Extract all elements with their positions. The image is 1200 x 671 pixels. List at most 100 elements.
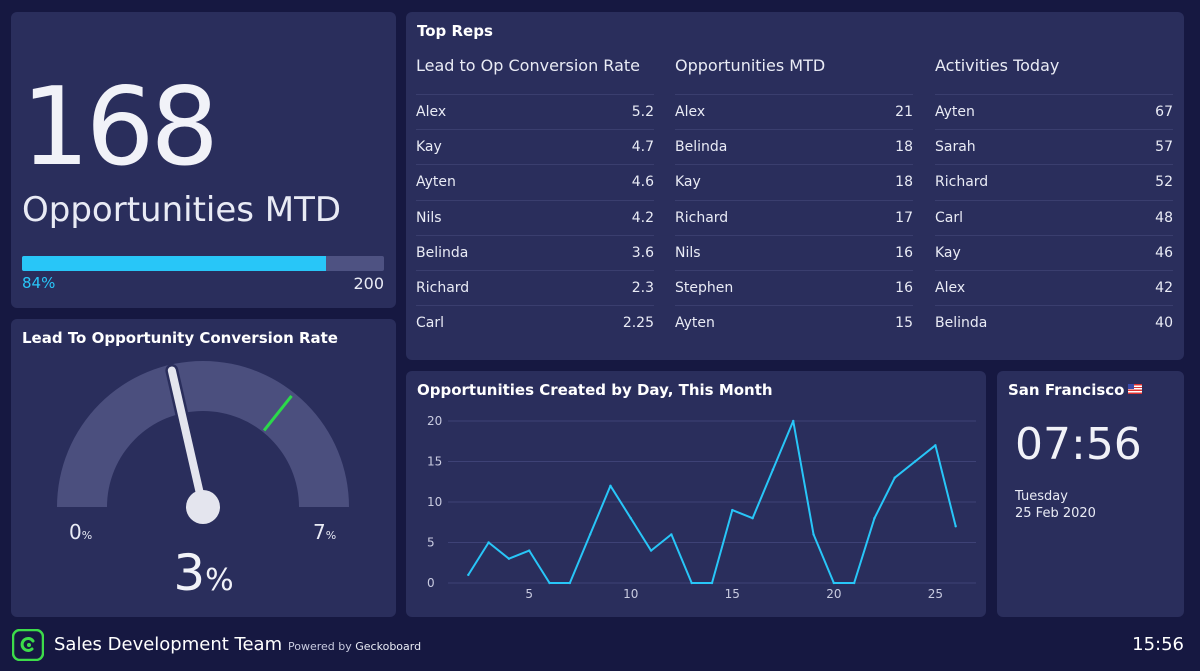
top-reps-column: Lead to Op Conversion Rate Alex 5.2 Kay 4.7 A… bbox=[416, 56, 654, 340]
y-tick-label: 20 bbox=[427, 414, 442, 428]
progress-percent: 84% bbox=[22, 274, 56, 292]
rep-value: 17 bbox=[895, 209, 913, 226]
clock-date: 25 Feb 2020 bbox=[1015, 506, 1096, 521]
list-item: Kay 4.7 bbox=[416, 129, 654, 164]
list-item: Ayten 4.6 bbox=[416, 164, 654, 199]
data-point bbox=[893, 476, 896, 479]
clock-day: Tuesday bbox=[1015, 489, 1068, 504]
list-item: Carl 48 bbox=[935, 199, 1173, 235]
data-point bbox=[812, 533, 815, 536]
gauge-value: 3% bbox=[173, 544, 234, 602]
rep-name: Nils bbox=[416, 209, 442, 226]
opportunities-line-chart-widget: Opportunities Created by Day, This Month… bbox=[406, 371, 986, 617]
rep-name: Belinda bbox=[935, 315, 988, 332]
data-point bbox=[913, 460, 917, 463]
geckoboard-logo-icon bbox=[12, 629, 44, 661]
gauge-arc bbox=[57, 361, 349, 507]
data-point bbox=[934, 444, 937, 447]
data-point bbox=[467, 573, 470, 577]
rep-value: 21 bbox=[895, 104, 913, 121]
rep-value: 4.7 bbox=[631, 139, 654, 156]
list-item: Richard 2.3 bbox=[416, 269, 654, 305]
rep-value: 4.2 bbox=[631, 209, 654, 226]
data-point bbox=[832, 581, 836, 585]
data-point bbox=[548, 581, 551, 585]
rep-name: Stephen bbox=[675, 280, 734, 297]
rep-name: Belinda bbox=[675, 139, 728, 156]
clock-widget: San Francisco 07:56 Tuesday 25 Feb 2020 bbox=[997, 371, 1184, 617]
x-tick-label: 25 bbox=[928, 587, 943, 601]
rep-value: 16 bbox=[895, 280, 913, 297]
list-item: Nils 16 bbox=[675, 234, 913, 270]
column-header: Activities Today bbox=[935, 56, 1060, 75]
y-tick-label: 5 bbox=[427, 536, 435, 550]
list-item: Alex 21 bbox=[675, 94, 913, 129]
team-name: Sales Development Team bbox=[54, 634, 283, 655]
list-item: Alex 5.2 bbox=[416, 94, 654, 129]
data-point bbox=[751, 517, 754, 520]
gauge-needle-hub bbox=[186, 490, 220, 524]
column-header: Lead to Op Conversion Rate bbox=[416, 56, 640, 75]
gauge-min-label: 0% bbox=[69, 520, 93, 544]
progress-bar bbox=[22, 256, 384, 271]
gauge-svg bbox=[57, 361, 349, 524]
rep-value: 57 bbox=[1155, 139, 1173, 156]
rep-name: Carl bbox=[935, 209, 963, 226]
data-point bbox=[528, 549, 531, 552]
y-tick-label: 15 bbox=[427, 455, 442, 469]
rep-value: 16 bbox=[895, 244, 913, 261]
data-point bbox=[629, 517, 632, 520]
list-item: Stephen 16 bbox=[675, 269, 913, 305]
clock-city: San Francisco bbox=[1008, 381, 1143, 399]
progress-goal: 200 bbox=[353, 274, 384, 293]
gauge-max-label: 7% bbox=[313, 520, 337, 544]
list-item: Kay 46 bbox=[935, 234, 1173, 270]
rep-name: Richard bbox=[416, 280, 470, 297]
gauge-needle bbox=[167, 366, 207, 511]
rep-name: Kay bbox=[675, 174, 701, 191]
data-point bbox=[609, 484, 612, 487]
chart-title: Opportunities Created by Day, This Month bbox=[417, 381, 773, 399]
rep-value: 15 bbox=[895, 315, 913, 332]
rep-name: Belinda bbox=[416, 244, 469, 261]
rep-value: 3.6 bbox=[631, 244, 654, 261]
opportunities-label: Opportunities MTD bbox=[22, 190, 342, 230]
list-item: Carl 2.25 bbox=[416, 305, 654, 340]
rep-value: 48 bbox=[1155, 209, 1173, 226]
rep-name: Kay bbox=[416, 139, 442, 156]
rep-name: Nils bbox=[675, 244, 701, 261]
us-flag-icon bbox=[1128, 384, 1143, 394]
gauge-title: Lead To Opportunity Conversion Rate bbox=[22, 329, 338, 347]
list-item: Belinda 40 bbox=[935, 305, 1173, 340]
list-item: Alex 42 bbox=[935, 269, 1173, 305]
data-point bbox=[507, 557, 511, 560]
list-item: Nils 4.2 bbox=[416, 199, 654, 235]
opportunities-mtd-widget: 168 Opportunities MTD 84% 200 bbox=[11, 12, 396, 308]
gauge-target-marker bbox=[262, 395, 293, 432]
x-tick-label: 5 bbox=[525, 587, 533, 601]
x-tick-label: 20 bbox=[826, 587, 841, 601]
x-tick-label: 10 bbox=[623, 587, 638, 601]
rep-name: Ayten bbox=[935, 104, 975, 121]
top-reps-title: Top Reps bbox=[417, 22, 493, 40]
column-header: Opportunities MTD bbox=[675, 56, 826, 75]
rep-name: Richard bbox=[935, 174, 989, 191]
list-item: Richard 52 bbox=[935, 164, 1173, 199]
rep-name: Alex bbox=[935, 280, 966, 297]
clock-time: 07:56 bbox=[1015, 419, 1142, 470]
rep-value: 2.25 bbox=[622, 315, 654, 332]
list-item: Kay 18 bbox=[675, 164, 913, 199]
footer-time: 15:56 bbox=[1132, 634, 1184, 655]
data-point bbox=[731, 508, 734, 512]
powered-by: Powered by Geckoboard bbox=[288, 640, 422, 653]
list-item: Ayten 67 bbox=[935, 94, 1173, 129]
list-item: Richard 17 bbox=[675, 199, 913, 235]
rep-value: 52 bbox=[1155, 174, 1173, 191]
list-item: Belinda 3.6 bbox=[416, 234, 654, 270]
list-item: Sarah 57 bbox=[935, 129, 1173, 164]
conversion-rate-gauge-widget: Lead To Opportunity Conversion Rate 0% 7… bbox=[11, 319, 396, 617]
line-chart: 0 5 10 15 20 5 10 15 20 25 bbox=[427, 414, 976, 601]
rep-name: Sarah bbox=[935, 139, 976, 156]
data-point bbox=[954, 525, 957, 528]
list-item: Belinda 18 bbox=[675, 129, 913, 164]
